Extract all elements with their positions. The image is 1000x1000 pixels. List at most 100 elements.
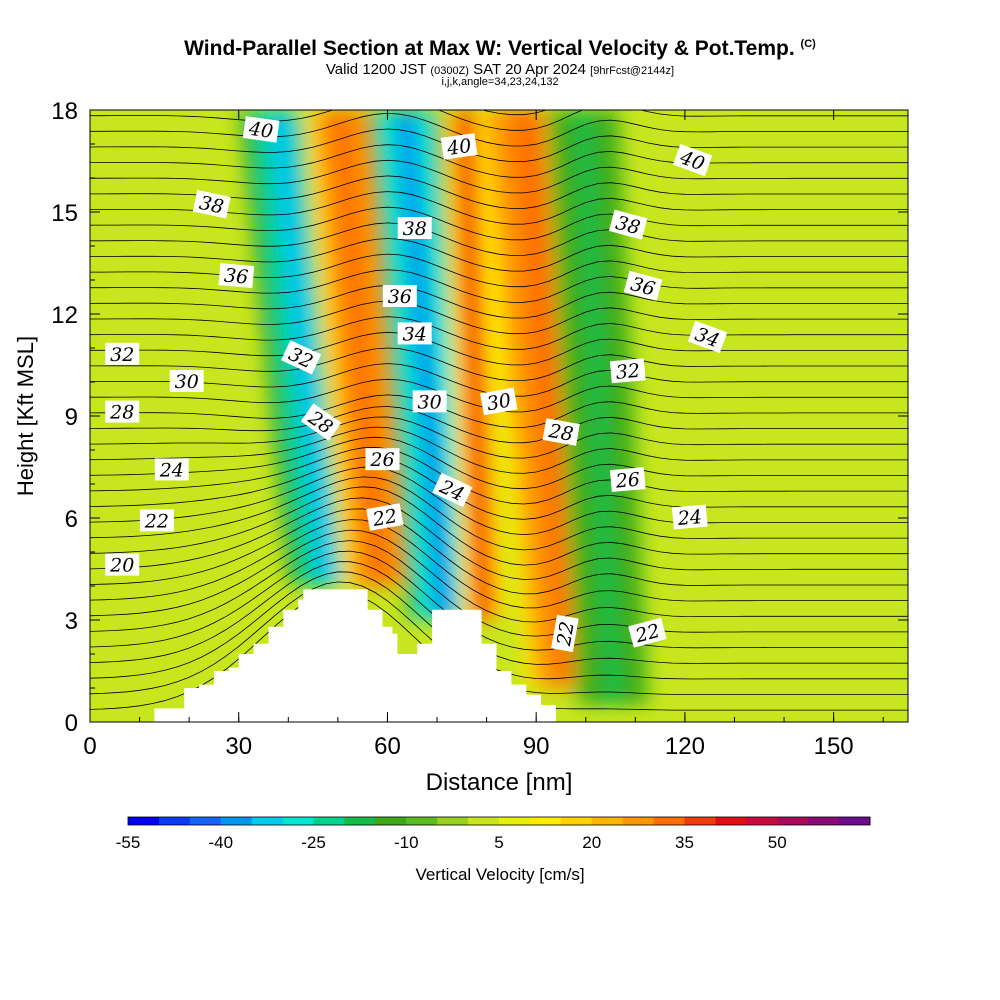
y-tick-label: 3 xyxy=(65,608,78,635)
label-box xyxy=(671,504,708,530)
isentrope-value: 24 xyxy=(676,506,703,530)
isentrope-line xyxy=(90,222,908,256)
colorbar-tick-label: -10 xyxy=(394,833,419,852)
x-tick-label: 120 xyxy=(665,733,705,760)
label-box xyxy=(608,209,648,240)
isentrope-label: 32 xyxy=(281,340,322,375)
colorbar-swatch xyxy=(375,817,407,825)
isentrope-line xyxy=(90,486,908,566)
isentrope-label: 26 xyxy=(365,448,400,471)
label-box xyxy=(412,390,447,413)
colorbar-tick-label: 5 xyxy=(494,833,503,852)
label-box xyxy=(609,358,646,384)
label-box xyxy=(623,270,663,301)
isentrope-label: 36 xyxy=(218,263,255,289)
isentrope-label: 30 xyxy=(412,390,447,413)
isentrope-labels: 20 22 24 28 30 32 36 38 40 32 28 26 22 24 30 34 36 38 40 30… xyxy=(105,116,728,653)
isentrope-label: 28 xyxy=(105,400,140,424)
colorbar-swatch xyxy=(251,817,284,825)
colorbar-swatch xyxy=(189,817,222,825)
isentrope-line xyxy=(481,110,548,116)
isentrope-line xyxy=(90,159,908,194)
isentrope-line xyxy=(90,497,908,580)
label-box xyxy=(242,116,280,143)
isentrope-line xyxy=(90,529,908,623)
y-axis-label: Height [Kft MSL] xyxy=(13,336,38,496)
isentrope-line xyxy=(90,300,908,335)
isentrope-value: 20 xyxy=(109,555,134,577)
isentrope-line xyxy=(90,466,908,536)
colorbar-swatch xyxy=(344,817,376,825)
isentrope-label: 32 xyxy=(105,342,140,366)
isentrope-label: 38 xyxy=(397,217,432,240)
colorbar-swatch xyxy=(653,817,685,825)
isentrope-value: 38 xyxy=(197,192,225,219)
isentrope-line xyxy=(90,206,908,241)
isentrope-label: 22 xyxy=(139,509,174,532)
colorbar-swatch xyxy=(220,817,253,825)
y-tick-label: 18 xyxy=(51,98,78,125)
isentrope-value: 36 xyxy=(388,286,412,308)
label-box xyxy=(281,340,322,375)
colorbar-tick-label: 20 xyxy=(582,833,601,852)
isentrope-value: 38 xyxy=(403,218,427,240)
isentrope-value: 40 xyxy=(445,135,473,160)
colorbar-label: Vertical Velocity [cm/s] xyxy=(415,865,584,884)
isentrope-value: 40 xyxy=(247,118,275,143)
colorbar-swatch xyxy=(499,817,531,825)
colorbar-swatch xyxy=(777,817,809,825)
label-box xyxy=(609,467,646,493)
colorbar: -55 -40 -25 -10 5 20 35 50 Vertical Velocity [cm… xyxy=(116,816,871,884)
isentrope-label: 40 xyxy=(440,133,478,160)
label-box xyxy=(365,448,400,471)
x-tick-label: 60 xyxy=(374,733,401,760)
isentrope-value: 30 xyxy=(418,391,442,413)
grid-parameters: i,j,k,angle=34,23,24,132 xyxy=(441,76,559,88)
x-tick-label: 30 xyxy=(225,733,252,760)
isentrope-line xyxy=(90,238,908,272)
label-box xyxy=(218,263,255,289)
velocity-band-core xyxy=(459,110,489,620)
isentrope-line xyxy=(90,446,908,505)
copyright-tag: (C) xyxy=(800,38,816,50)
colorbar-swatch xyxy=(406,817,438,825)
colorbar-swatch xyxy=(128,817,160,825)
isentrope-line xyxy=(90,347,908,382)
colorbar-tick-label: 35 xyxy=(675,833,694,852)
isentrope-value: 28 xyxy=(546,420,575,446)
isentrope-line xyxy=(90,269,908,303)
isentrope-label: 38 xyxy=(192,189,231,219)
isentrope-label: 20 xyxy=(105,553,140,577)
isentrope-line xyxy=(90,476,908,551)
label-box xyxy=(300,403,342,441)
x-tick-label: 90 xyxy=(523,733,550,760)
colorbar-swatch xyxy=(158,817,191,825)
terrain-mask xyxy=(90,589,908,722)
colorbar-swatch xyxy=(282,817,314,825)
isentrope-line xyxy=(90,540,908,637)
isentrope-line xyxy=(90,416,908,459)
label-box xyxy=(169,370,204,392)
x-axis-label: Distance [nm] xyxy=(426,769,573,796)
isentrope-label: 38 xyxy=(608,209,648,240)
isentrope-line xyxy=(90,128,908,162)
y-tick-label: 12 xyxy=(51,302,78,329)
colorbar-tick-label: 50 xyxy=(768,833,787,852)
isentrope-line xyxy=(90,508,908,595)
isentrope-value: 32 xyxy=(110,344,134,366)
x-tick-label: 0 xyxy=(83,733,96,760)
chart-title: Wind-Parallel Section at Max W: Vertical… xyxy=(184,37,816,60)
colorbar-swatch xyxy=(746,817,778,825)
label-box xyxy=(382,285,417,307)
label-box xyxy=(105,342,140,365)
label-box xyxy=(551,614,579,653)
chart-subtitle: Valid 1200 JST (0300Z) SAT 20 Apr 2024 [… xyxy=(325,61,675,78)
isentrope-value: 22 xyxy=(370,505,399,531)
isentrope-value: 24 xyxy=(159,459,184,481)
isentrope-label: 22 xyxy=(551,614,579,653)
label-box xyxy=(687,320,728,354)
isentrope-line xyxy=(90,561,908,665)
isentrope-line xyxy=(90,406,908,444)
